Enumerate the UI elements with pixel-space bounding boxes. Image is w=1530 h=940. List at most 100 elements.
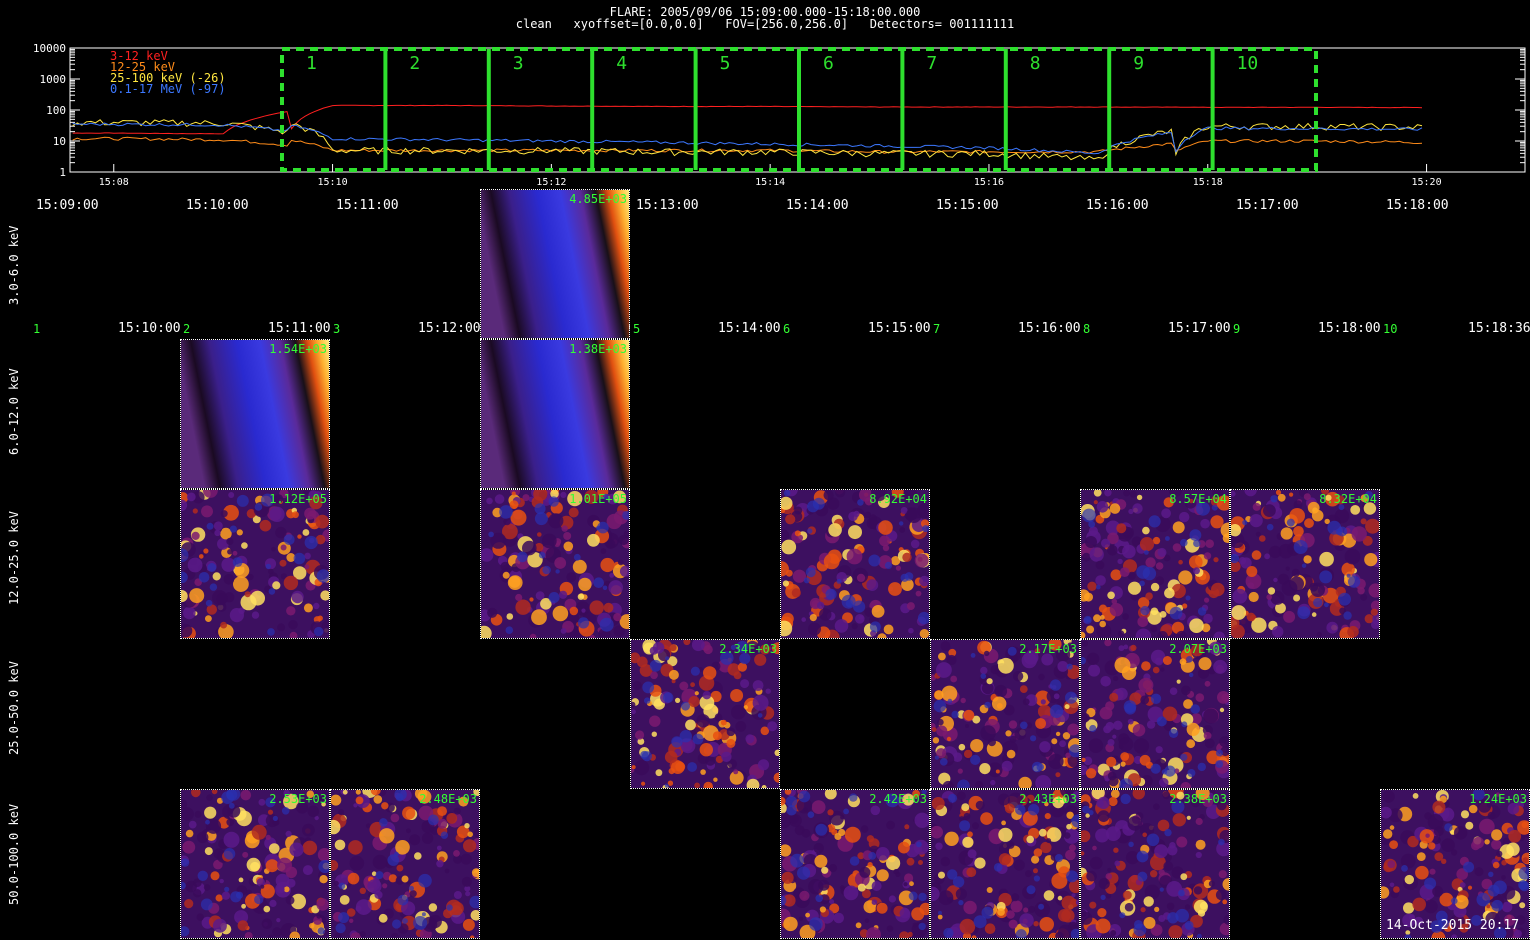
tile-max-value: 4.85E+03 (569, 192, 627, 206)
y-tick-label: 1 (59, 166, 66, 179)
series-line-1 (72, 136, 1423, 154)
energy-band-label: 25.0-50.0 keV (7, 661, 21, 755)
interval-label: 8 (1030, 53, 1041, 74)
image-map (781, 490, 929, 638)
interval-label: 7 (926, 53, 937, 74)
image-map (781, 790, 929, 938)
lightcurve-chart: 1 10 100 1000 10000 15:08 15:10 15:12 15:14 15:16… (0, 40, 1530, 190)
energy-band-label: 12.0-25.0 keV (7, 511, 21, 605)
tile-max-value: 8.32E+04 (1319, 492, 1377, 506)
clean-image-tile: 2.48E+03 (330, 789, 480, 939)
x-tick-label: 15:16 (974, 177, 1004, 188)
y-tick-label: 100 (46, 104, 66, 117)
interval-label: 5 (720, 53, 731, 74)
interval-label: 2 (409, 53, 420, 74)
interval-number: 1 (33, 322, 41, 336)
image-map (1081, 640, 1229, 788)
tile-max-value: 2.43E+03 (1019, 792, 1077, 806)
x-tick-label: 15:12 (536, 177, 566, 188)
y-tick-label: 1000 (40, 73, 67, 86)
tile-max-value: 1.12E+05 (269, 492, 327, 506)
clean-image-tile: 1.38E+03 (480, 339, 630, 489)
image-map (481, 340, 629, 488)
x-tick-label: 15:18 (1193, 177, 1223, 188)
series-line-2 (72, 119, 1423, 161)
legend-entry: 12-25 keV (110, 60, 175, 74)
interval-number: 7 (933, 322, 941, 336)
column-time-label: 15:11:00 (336, 198, 399, 213)
clean-image-tile: 1.24E+03 (1380, 789, 1530, 939)
legend-entry: 0.1-17 MeV (-97) (110, 82, 226, 96)
plot-title: FLARE: 2005/09/06 15:09:00.000-15:18:00.… (609, 5, 921, 19)
tile-max-value: 1.01E+05 (569, 492, 627, 506)
clean-image-tile: 2.17E+03 (930, 639, 1080, 789)
interval-number: 9 (1233, 322, 1241, 336)
image-map (931, 640, 1079, 788)
clean-image-tile: 2.42E+03 (780, 789, 930, 939)
interval-end-time: 15:12:00 (418, 321, 481, 336)
tile-max-value: 2.53E+03 (269, 792, 327, 806)
tile-max-value: 2.38E+03 (1169, 792, 1227, 806)
tile-max-value: 2.34E+03 (719, 642, 777, 656)
interval-end-time: 15:14:00 (718, 321, 781, 336)
image-map (931, 790, 1079, 938)
series-line-3 (72, 122, 1423, 155)
column-time-label: 15:18:00 (1386, 198, 1449, 213)
y-tick-label: 10000 (33, 42, 66, 55)
interval-number: 3 (333, 322, 341, 336)
image-map (481, 190, 629, 338)
clean-image-tile: 2.38E+03 (1080, 789, 1230, 939)
interval-end-time: 15:18:00 (1318, 321, 1381, 336)
column-time-label: 15:15:00 (936, 198, 999, 213)
column-time-label: 15:10:00 (186, 198, 249, 213)
clean-image-tile: 8.92E+04 (780, 489, 930, 639)
image-map (1231, 490, 1379, 638)
interval-end-time: 15:10:00 (118, 321, 181, 336)
y-tick-label: 10 (53, 135, 66, 148)
x-tick-label: 15:10 (318, 177, 348, 188)
image-map (1081, 790, 1229, 938)
interval-end-time: 15:16:00 (1018, 321, 1081, 336)
interval-number: 10 (1383, 322, 1398, 336)
tile-max-value: 8.92E+04 (869, 492, 927, 506)
image-map (181, 490, 329, 638)
column-time-label: 15:09:00 (36, 198, 99, 213)
interval-label: 1 (306, 53, 317, 74)
interval-label: 10 (1237, 53, 1259, 74)
interval-label: 3 (513, 53, 524, 74)
tile-max-value: 2.17E+03 (1019, 642, 1077, 656)
image-map (331, 790, 479, 938)
column-time-label: 15:16:00 (1086, 198, 1149, 213)
interval-end-time: 15:17:00 (1168, 321, 1231, 336)
image-map (181, 340, 329, 488)
interval-end-time: 15:18:36 (1468, 321, 1530, 336)
clean-image-tile: 1.12E+05 (180, 489, 330, 639)
legend-entry: 3-12 keV (110, 49, 168, 63)
clean-image-tile: 2.53E+03 (180, 789, 330, 939)
column-time-label: 15:17:00 (1236, 198, 1299, 213)
legend-entry: 25-100 keV (-26) (110, 71, 226, 85)
tile-max-value: 2.07E+03 (1169, 642, 1227, 656)
image-map (481, 490, 629, 638)
tile-max-value: 1.38E+03 (569, 342, 627, 356)
interval-number: 5 (633, 322, 641, 336)
image-map (631, 640, 779, 788)
creation-timestamp: 14-Oct-2015 20:17 (1386, 918, 1520, 933)
clean-image-tile: 4.85E+03 (480, 189, 630, 339)
clean-image-tile: 1.01E+05 (480, 489, 630, 639)
tile-max-value: 2.42E+03 (869, 792, 927, 806)
interval-number: 2 (183, 322, 191, 336)
tile-max-value: 8.57E+04 (1169, 492, 1227, 506)
tile-max-value: 2.48E+03 (419, 792, 477, 806)
x-tick-label: 15:14 (755, 177, 785, 188)
interval-label: 6 (823, 53, 834, 74)
image-map (1381, 790, 1529, 938)
interval-end-time: 15:15:00 (868, 321, 931, 336)
clean-image-tile: 1.54E+03 (180, 339, 330, 489)
tile-max-value: 1.54E+03 (269, 342, 327, 356)
image-map (181, 790, 329, 938)
energy-band-label: 50.0-100.0 keV (7, 803, 21, 905)
energy-band-label: 3.0-6.0 keV (7, 225, 21, 305)
image-map (1081, 490, 1229, 638)
interval-number: 8 (1083, 322, 1091, 336)
